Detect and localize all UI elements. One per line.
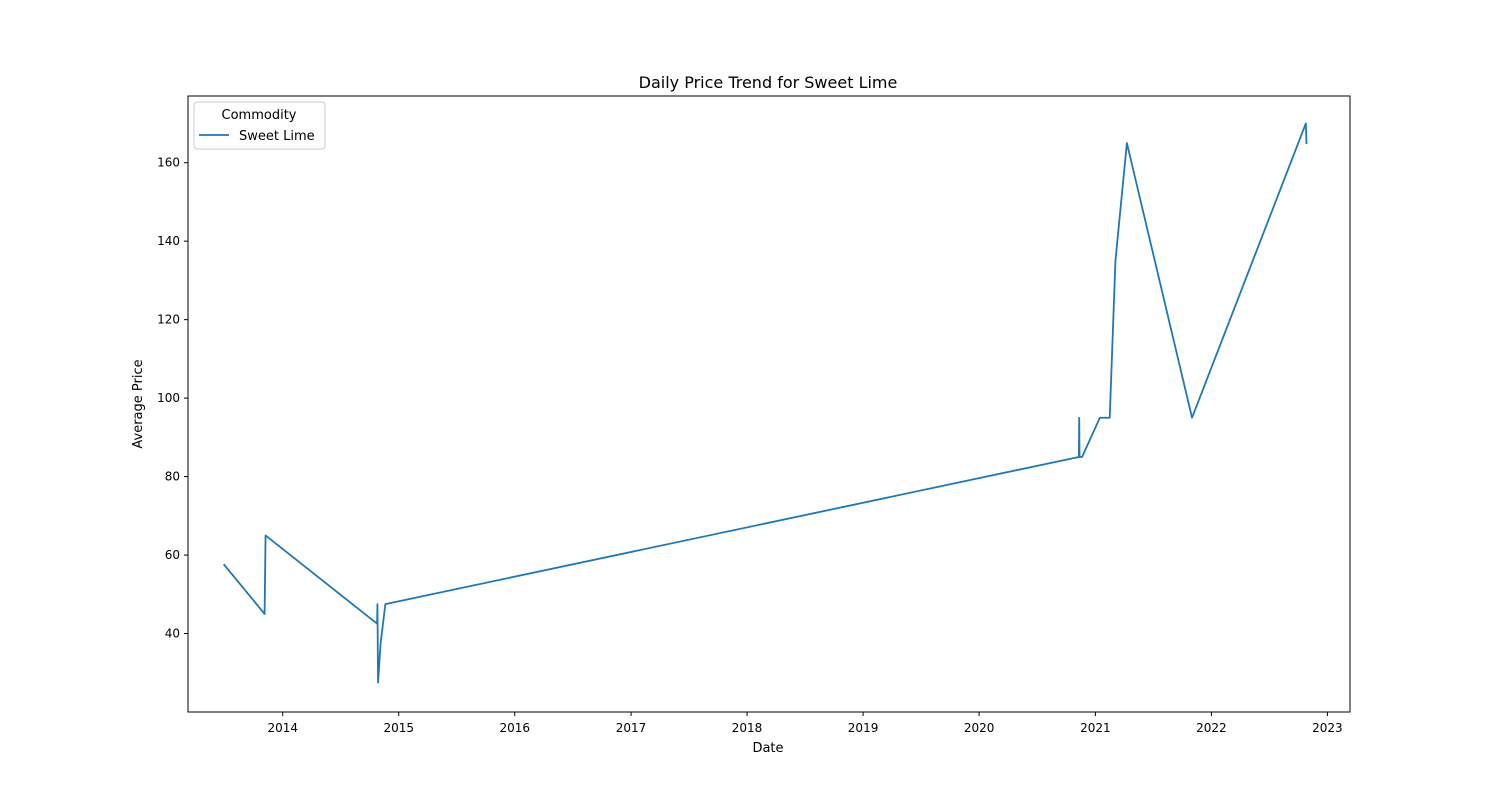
series-layer bbox=[222, 122, 1308, 684]
y-tick-label: 120 bbox=[157, 313, 180, 327]
legend-title: Commodity bbox=[222, 108, 297, 123]
x-tick-label: 2016 bbox=[499, 721, 530, 735]
chart-title: Daily Price Trend for Sweet Lime bbox=[639, 73, 898, 92]
legend: Commodity Sweet Lime bbox=[193, 101, 326, 150]
x-tick-label: 2023 bbox=[1312, 721, 1343, 735]
series-line-sweet-lime bbox=[222, 122, 1308, 684]
x-tick-label: 2022 bbox=[1196, 721, 1227, 735]
legend-box bbox=[193, 101, 326, 150]
x-tick-label: 2014 bbox=[267, 721, 298, 735]
y-axis-ticks: 40 60 80 100 120 140 160 bbox=[157, 156, 188, 641]
x-tick-label: 2018 bbox=[732, 721, 763, 735]
plot-frame bbox=[187, 95, 1351, 713]
x-tick-label: 2021 bbox=[1080, 721, 1111, 735]
y-axis-title: Average Price bbox=[131, 359, 146, 448]
y-tick-label: 100 bbox=[157, 391, 180, 405]
legend-label-sweet-lime: Sweet Lime bbox=[239, 129, 315, 144]
y-tick-label: 80 bbox=[165, 470, 180, 484]
y-tick-label: 40 bbox=[165, 627, 180, 641]
x-tick-label: 2015 bbox=[383, 721, 414, 735]
x-axis-title: Date bbox=[752, 741, 783, 756]
y-tick-label: 140 bbox=[157, 234, 180, 248]
x-tick-label: 2020 bbox=[964, 721, 995, 735]
x-axis-ticks: 2014 2015 2016 2017 2018 2019 2020 2021 2022 2023 bbox=[267, 712, 1343, 735]
y-tick-label: 60 bbox=[165, 548, 180, 562]
plot-area: 2014 2015 2016 2017 2018 2019 2020 2021 2022 2023… bbox=[157, 95, 1351, 735]
x-tick-label: 2019 bbox=[848, 721, 879, 735]
x-tick-label: 2017 bbox=[616, 721, 647, 735]
y-tick-label: 160 bbox=[157, 156, 180, 170]
